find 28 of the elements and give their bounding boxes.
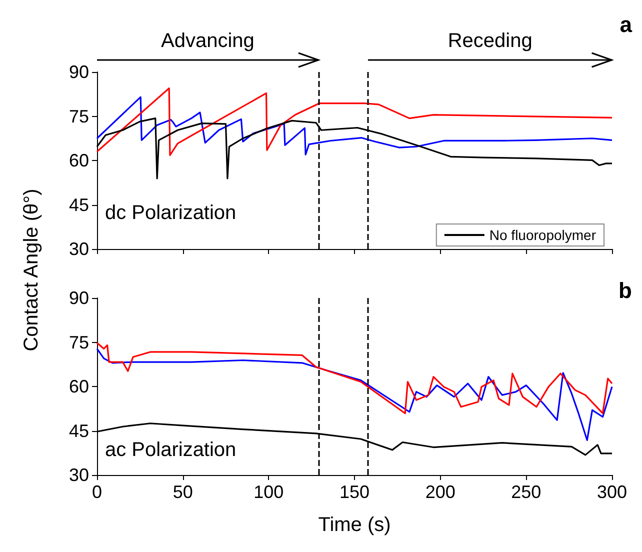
y-tick-label: 75 — [68, 332, 89, 352]
y-tick-label: 75 — [68, 106, 89, 126]
legend-label: No fluoropolymer — [489, 227, 596, 243]
y-tick-label: 90 — [68, 62, 89, 82]
annotation: ac Polarization — [105, 439, 236, 462]
line-series — [96, 348, 613, 441]
x-tick-label: 300 — [596, 482, 628, 502]
y-tick-label: 30 — [68, 239, 89, 259]
y-tick-label: 60 — [68, 376, 89, 396]
y-tick-label: 45 — [68, 194, 89, 215]
text: a — [620, 12, 632, 38]
y-axis-title: Contact Angle (θ°) — [20, 188, 44, 352]
x-tick-label: 250 — [511, 482, 542, 502]
text: b — [618, 278, 632, 304]
y-tick-label: 45 — [68, 420, 89, 441]
line-series — [96, 342, 613, 414]
x-tick-label: 100 — [254, 482, 284, 502]
y-tick-label: 30 — [68, 465, 89, 485]
annotation: dc Polarization — [105, 202, 236, 225]
y-tick-label: 90 — [68, 288, 89, 308]
y-tick-label: 60 — [68, 150, 89, 170]
text: Receding — [448, 30, 532, 53]
x-tick-label: 50 — [172, 482, 193, 502]
x-tick-label: 150 — [339, 482, 370, 502]
x-tick-label: 200 — [425, 482, 456, 502]
x-tick-label: 0 — [92, 482, 102, 502]
text: Advancing — [161, 30, 254, 53]
x-axis-title: Time (s) — [318, 514, 391, 536]
